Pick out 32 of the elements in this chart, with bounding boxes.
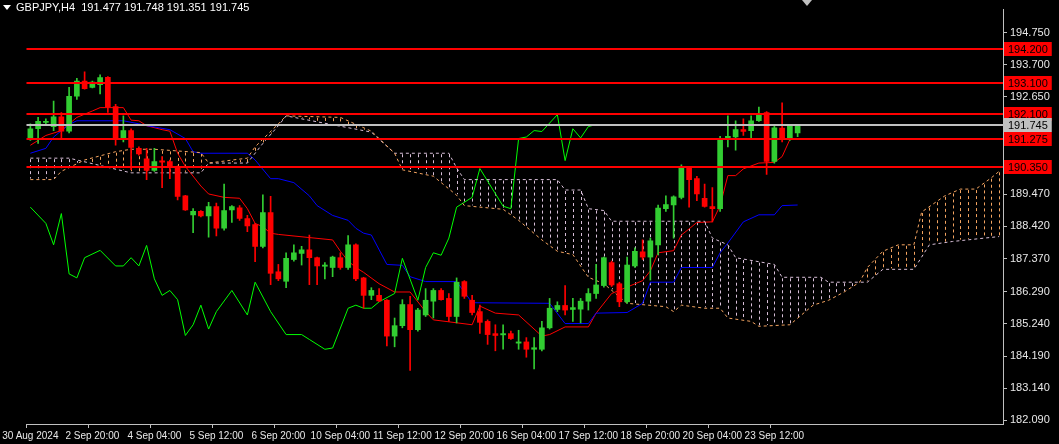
ref-line-label: 194.200 — [1008, 43, 1048, 56]
ref-line-label: 192.100 — [1008, 108, 1048, 121]
x-tick-label: 2 Sep 20:00 — [65, 429, 120, 441]
y-tick-label: 186.290 — [1010, 284, 1050, 297]
y-tick-label: 185.240 — [1010, 316, 1050, 329]
x-tick-label: 5 Sep 12:00 — [189, 429, 244, 441]
y-tick-label: 192.650 — [1010, 89, 1050, 102]
ref-line-label: 193.100 — [1008, 77, 1048, 90]
y-tick-label: 194.750 — [1010, 25, 1050, 38]
x-tick-label: 18 Sep 20:00 — [620, 429, 681, 441]
y-tick-label: 187.370 — [1010, 251, 1050, 264]
ref-line-label: 190.350 — [1008, 161, 1048, 174]
x-tick-label: 17 Sep 12:00 — [558, 429, 619, 441]
chart-title: GBPJPY,H4 191.477 191.748 191.351 191.745 — [16, 1, 250, 13]
y-tick-label: 182.090 — [1010, 413, 1050, 426]
x-tick-label: 20 Sep 04:00 — [682, 429, 743, 441]
x-tick-label: 11 Sep 12:00 — [372, 429, 433, 441]
y-tick-label: 184.190 — [1010, 349, 1050, 362]
x-tick-label: 16 Sep 04:00 — [496, 429, 557, 441]
ref-line-label: 191.745 — [1008, 119, 1048, 132]
ref-line-label: 191.275 — [1008, 133, 1048, 146]
x-tick-label: 4 Sep 04:00 — [127, 429, 182, 441]
x-tick-label: 6 Sep 20:00 — [251, 429, 306, 441]
x-tick-label: 12 Sep 20:00 — [434, 429, 495, 441]
x-tick-label: 23 Sep 12:00 — [744, 429, 805, 441]
x-tick-label: 10 Sep 04:00 — [310, 429, 371, 441]
y-tick-label: 189.470 — [1010, 187, 1050, 200]
y-tick-label: 188.420 — [1010, 219, 1050, 232]
candlestick — [531, 337, 537, 370]
x-tick-label: 30 Aug 2024 — [2, 429, 59, 441]
y-tick-label: 183.140 — [1010, 381, 1050, 394]
y-tick-label: 193.700 — [1010, 57, 1050, 70]
